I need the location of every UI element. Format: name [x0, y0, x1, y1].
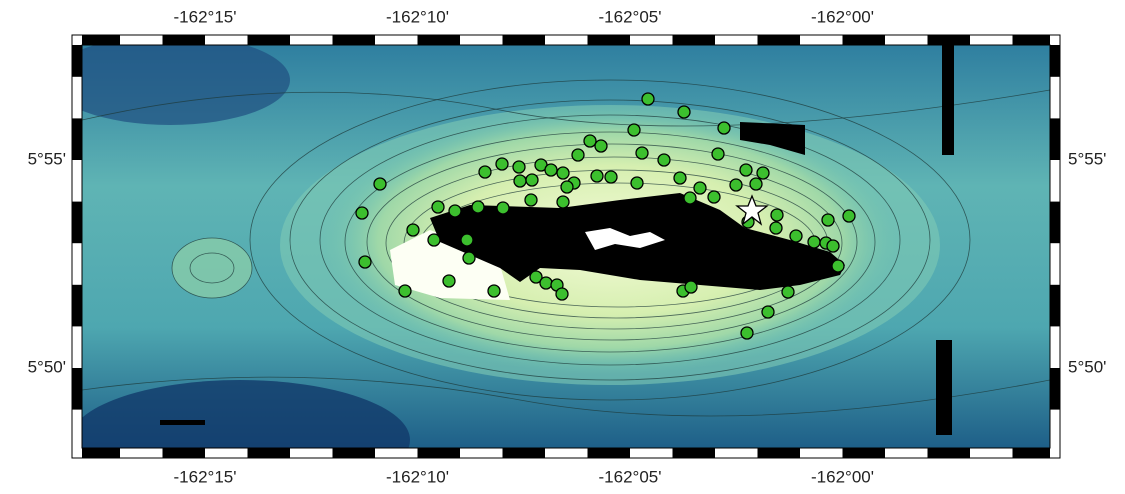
bathymetry — [50, 35, 1050, 494]
frame-segment — [1050, 368, 1060, 410]
longitude-label: -162°05' — [599, 467, 662, 486]
frame-segment — [588, 35, 631, 45]
frame-segment — [72, 45, 82, 77]
frame-segment — [72, 202, 82, 244]
frame-segment — [248, 35, 291, 45]
latitude-label: 5°55' — [1068, 149, 1106, 168]
frame-segment — [418, 35, 461, 45]
frame-segment — [1050, 45, 1060, 77]
frame-segment — [72, 368, 82, 410]
longitude-label: -162°05' — [599, 7, 662, 26]
frame-segment — [843, 448, 886, 458]
longitude-label: -162°15' — [174, 7, 237, 26]
frame-segment — [588, 448, 631, 458]
frame-segment — [503, 35, 546, 45]
longitude-label: -162°10' — [386, 467, 449, 486]
frame-segment — [72, 118, 82, 160]
frame-segment — [1013, 35, 1051, 45]
frame-segment — [418, 448, 461, 458]
frame-segment — [928, 35, 971, 45]
frame-segment — [1050, 202, 1060, 244]
frame-segment — [503, 448, 546, 458]
latitude-label: 5°50' — [28, 357, 66, 376]
map-figure: -162°15' -162°15' -162°10' -162°10' -162°05'… — [0, 0, 1125, 494]
frame-segment — [758, 448, 801, 458]
frame-segment — [1050, 285, 1060, 327]
frame-segment — [163, 35, 206, 45]
frame-segment — [673, 448, 716, 458]
frame-segment — [163, 448, 206, 458]
longitude-label: -162°10' — [386, 7, 449, 26]
frame-segment — [72, 285, 82, 327]
frame-segment — [928, 448, 971, 458]
frame-segment — [673, 35, 716, 45]
frame-segment — [1013, 448, 1051, 458]
frame-segment — [843, 35, 886, 45]
frame-segment — [1050, 118, 1060, 160]
longitude-label: -162°15' — [174, 467, 237, 486]
frame-segment — [333, 35, 376, 45]
longitude-label: -162°00' — [811, 7, 874, 26]
latitude-label: 5°50' — [1068, 357, 1106, 376]
frame-segment — [758, 35, 801, 45]
frame-segment — [82, 35, 120, 45]
longitude-label: -162°00' — [811, 467, 874, 486]
latitude-label: 5°55' — [28, 149, 66, 168]
frame-segment — [333, 448, 376, 458]
frame-segment — [82, 448, 120, 458]
frame-segment — [248, 448, 291, 458]
